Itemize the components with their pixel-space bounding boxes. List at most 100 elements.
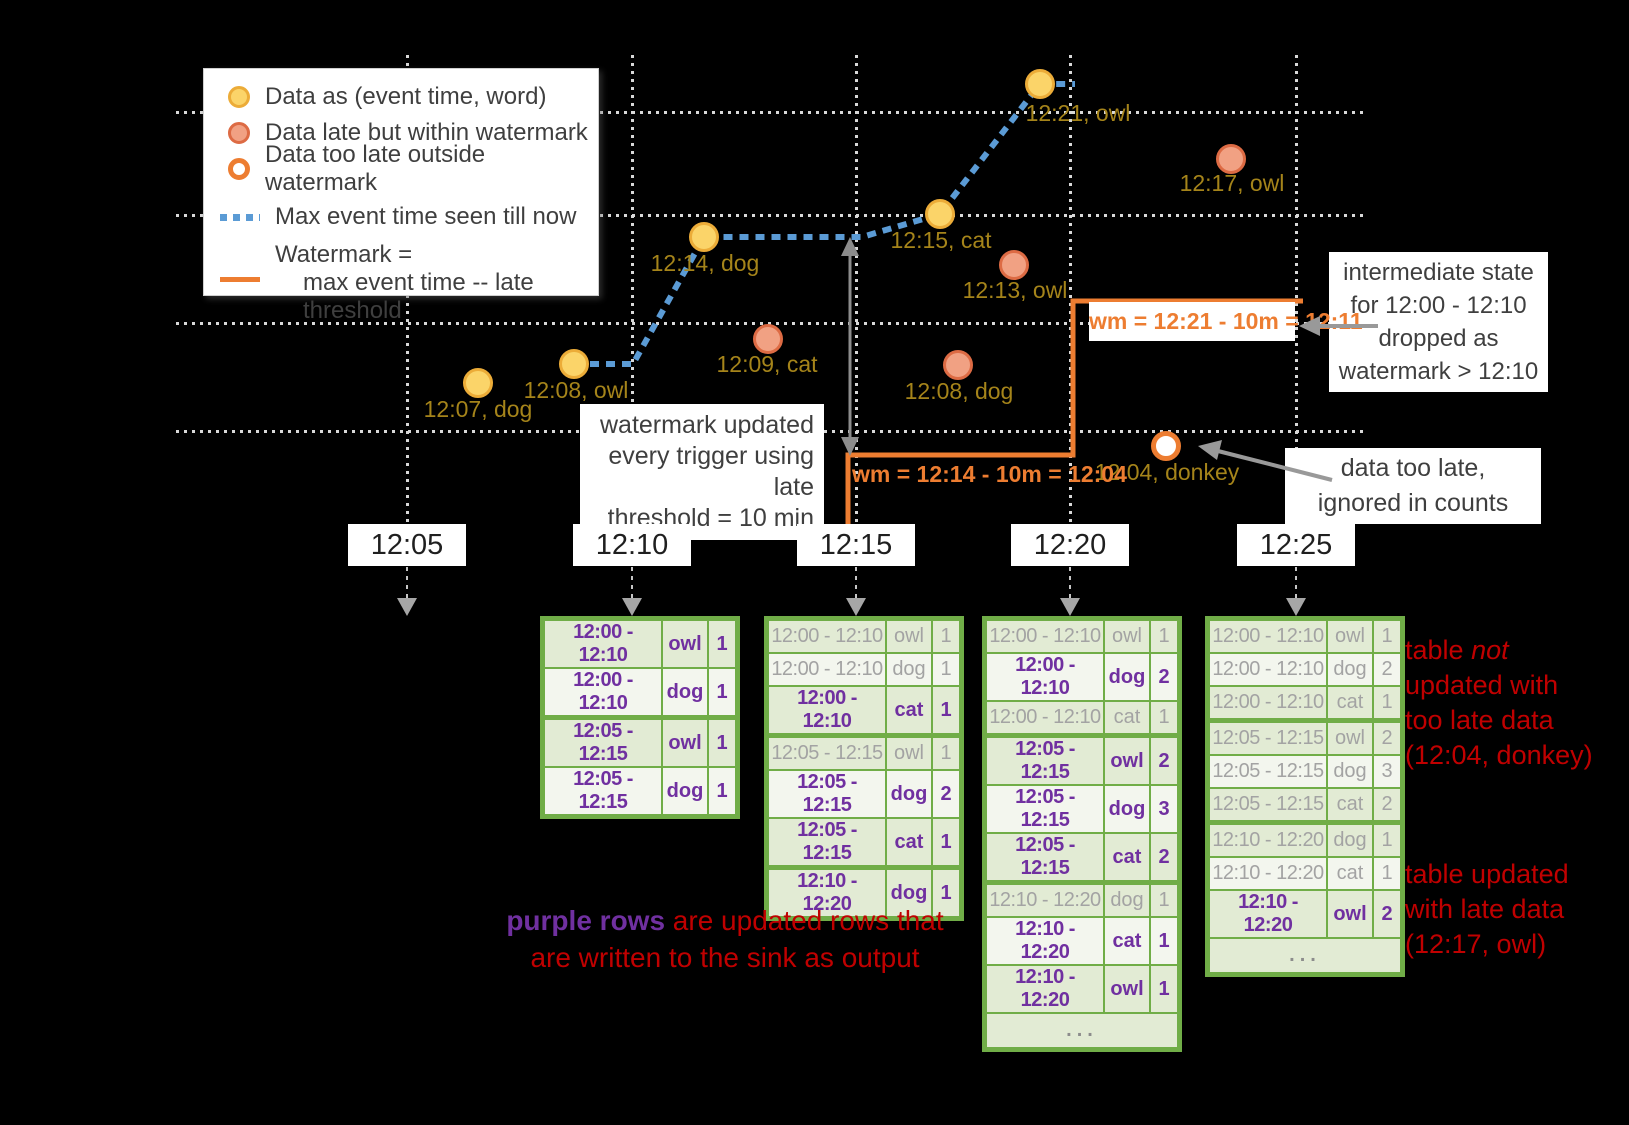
count-cell: 1 (1372, 685, 1404, 722)
window-cell: 12:10 - 12:20 (1206, 889, 1328, 939)
word-cell: dog (1326, 820, 1374, 858)
count-cell: 1 (1372, 616, 1404, 654)
table-row: 12:05 - 12:15 owl 1 (765, 733, 963, 771)
data-point-dot (689, 222, 719, 252)
note-text: updated with too late data (12:04, donke… (1405, 670, 1593, 770)
window-cell: 12:00 - 12:10 (1206, 685, 1328, 722)
table-row: 12:05 - 12:15 cat 2 (983, 832, 1181, 884)
count-cell: 2 (931, 769, 963, 819)
watermark-value-12-15: wm = 12:14 - 10m = 12:04 (852, 461, 1127, 487)
window-cell: 12:05 - 12:15 (1206, 754, 1328, 789)
result-table: 12:00 - 12:10 owl 1 12:00 - 12:10 dog 2 12:00 … (982, 616, 1182, 1052)
count-cell: 1 (1149, 880, 1181, 918)
count-cell: 2 (1149, 652, 1181, 702)
table-row: 12:05 - 12:15 owl 1 (541, 715, 739, 768)
window-cell: 12:10 - 12:20 (983, 916, 1105, 966)
window-cell: 12:05 - 12:15 (983, 784, 1105, 834)
legend: Data as (event time, word) Data late but… (203, 68, 599, 324)
word-cell: dog (1103, 652, 1151, 702)
word-cell: dog (885, 769, 933, 819)
legend-item-watermark: Watermark = max event time -- late thres… (220, 241, 598, 325)
table-row: 12:00 - 12:10 dog 2 (1206, 652, 1404, 687)
legend-label: Watermark = (275, 241, 413, 268)
time-tick-12-20: 12:20 (1011, 524, 1129, 566)
legend-item-late: Data late but within watermark (220, 115, 598, 151)
table-row: 12:10 - 12:20 cat 1 (1206, 856, 1404, 891)
count-cell: 1 (931, 616, 963, 654)
window-cell: 12:00 - 12:10 (541, 616, 663, 669)
data-point-label: 12:08, owl (523, 377, 629, 403)
window-cell: 12:00 - 12:10 (1206, 616, 1328, 654)
note-updated: table updated with late data (12:17, owl… (1405, 859, 1569, 959)
toolate-dot-icon (228, 158, 250, 180)
count-cell: 1 (707, 667, 739, 719)
window-cell: 12:10 - 12:20 (983, 880, 1105, 918)
note-not-updated: table not updated with too late data (12… (1405, 598, 1593, 808)
window-cell: 12:00 - 12:10 (983, 616, 1105, 654)
count-cell: 1 (931, 652, 963, 687)
window-cell: 12:00 - 12:10 (983, 652, 1105, 702)
count-cell: 1 (931, 865, 963, 920)
window-cell: 12:05 - 12:15 (983, 733, 1105, 786)
table-row: 12:00 - 12:10 cat 1 (765, 685, 963, 737)
window-cell: 12:05 - 12:15 (765, 769, 887, 819)
window-cell: 12:00 - 12:10 (541, 667, 663, 719)
window-cell: 12:00 - 12:10 (1206, 652, 1328, 687)
window-cell: 12:10 - 12:20 (1206, 820, 1328, 858)
data-point-dot (1025, 69, 1055, 99)
table-row: 12:00 - 12:10 dog 1 (541, 667, 739, 719)
table-row: 12:05 - 12:15 dog 3 (1206, 754, 1404, 789)
word-cell: dog (1103, 784, 1151, 834)
legend-label: Max event time seen till now (275, 203, 577, 230)
word-cell: owl (661, 616, 709, 669)
word-cell: cat (1103, 700, 1151, 737)
window-cell: 12:05 - 12:15 (541, 715, 663, 768)
gridline-vertical-12-25 (1295, 55, 1298, 524)
callout-state-dropped: intermediate state for 12:00 - 12:10 dro… (1329, 252, 1548, 392)
count-cell: 1 (1149, 916, 1181, 966)
count-cell: 1 (931, 733, 963, 771)
window-cell: 12:05 - 12:15 (1206, 718, 1328, 756)
note-purple-rows: purple rows are updated rows that are wr… (475, 902, 975, 976)
count-cell: 1 (1372, 856, 1404, 891)
word-cell: owl (1103, 616, 1151, 654)
legend-label: max event time -- late threshold (303, 269, 534, 324)
table-row: 12:05 - 12:15 owl 2 (983, 733, 1181, 786)
gridline-vertical-12-15 (855, 55, 858, 524)
table-row: 12:05 - 12:15 dog 1 (541, 766, 739, 818)
word-cell: owl (1326, 616, 1374, 654)
ellipsis-cell: ... (983, 1012, 1181, 1051)
purple-rows-highlight: purple rows (506, 905, 666, 936)
data-point-label: 12:08, dog (904, 378, 1014, 404)
time-tick-12-10: 12:10 (573, 524, 691, 566)
data-point-dot (753, 324, 783, 354)
count-cell: 1 (707, 766, 739, 818)
result-table: 12:00 - 12:10 owl 1 12:00 - 12:10 dog 1 12:00 … (764, 616, 964, 921)
count-cell: 1 (1149, 964, 1181, 1014)
watermark-value-12-25: wm = 12:21 - 10m = 12:11 (1089, 302, 1363, 341)
callout-too-late: data too late, ignored in counts (1285, 448, 1541, 524)
count-cell: 1 (931, 685, 963, 737)
ontime-dot-icon (228, 86, 250, 108)
data-point-dot (943, 350, 973, 380)
legend-item-toolate: Data too late outside watermark (220, 141, 598, 196)
word-cell: cat (1326, 787, 1374, 824)
callout-watermark-updated: watermark updated every trigger using la… (580, 404, 824, 540)
max-event-time-line-icon (220, 213, 260, 221)
window-cell: 12:05 - 12:15 (765, 817, 887, 869)
data-point-label: 12:07, dog (423, 396, 533, 422)
result-table-12-20: 12:00 - 12:10 owl 1 12:00 - 12:10 dog 2 12:00 … (982, 616, 1182, 1052)
table-row: 12:05 - 12:15 cat 2 (1206, 787, 1404, 824)
count-cell: 1 (1149, 700, 1181, 737)
word-cell: dog (661, 766, 709, 818)
legend-label: Data too late outside watermark (265, 141, 486, 196)
table-row: 12:00 - 12:10 cat 1 (1206, 685, 1404, 722)
result-table-12-15: 12:00 - 12:10 owl 1 12:00 - 12:10 dog 1 12:00 … (764, 616, 964, 921)
late-dot-icon (228, 122, 250, 144)
word-cell: owl (1103, 964, 1151, 1014)
table-row: 12:00 - 12:10 owl 1 (1206, 616, 1404, 654)
window-cell: 12:05 - 12:15 (541, 766, 663, 818)
table-row: 12:00 - 12:10 dog 1 (765, 652, 963, 687)
data-point-label: 12:04, donkey (1094, 459, 1240, 485)
count-cell: 1 (1149, 616, 1181, 654)
